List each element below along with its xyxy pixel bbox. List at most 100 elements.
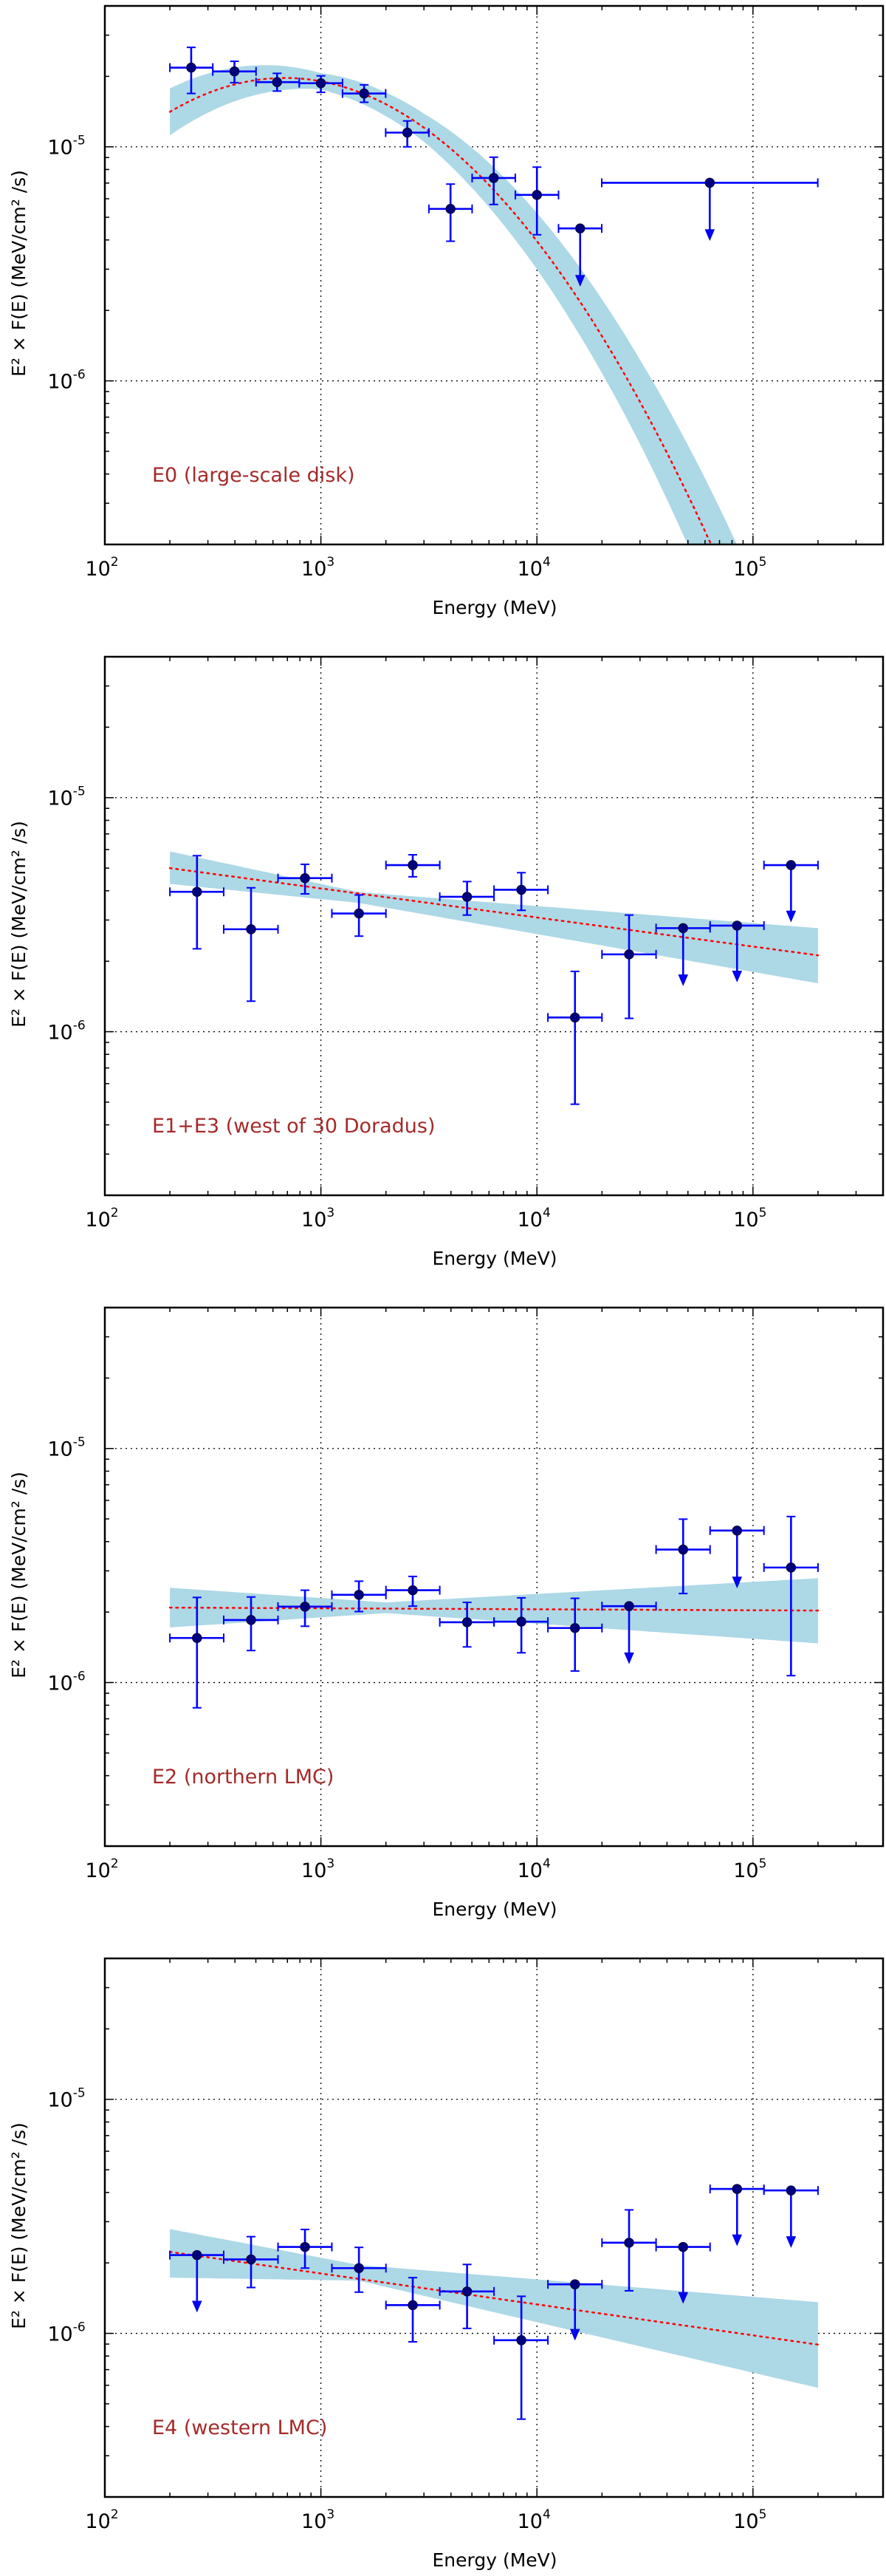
data-marker [488,173,499,183]
y-axis-title: E² × F(E) (MeV/cm² /s) [8,1472,30,1678]
upper-limit-arrow-icon [192,2300,202,2313]
data-marker [300,1602,310,1612]
upper-limit-arrow-icon [786,2236,797,2248]
y-axis-title: E² × F(E) (MeV/cm² /s) [8,170,30,377]
model-curve [168,2250,820,2346]
data-marker [624,949,634,960]
x-axis-title: Energy (MeV) [432,1899,557,1920]
x-tick-label: 104 [518,2507,551,2533]
data-marker [732,920,743,931]
upper-limit-point [763,2185,819,2248]
panel-label: E1+E3 (west of 30 Doradus) [152,1115,436,1138]
data-marker [408,1585,418,1596]
data-marker [574,223,585,233]
upper-limit-point [709,920,765,983]
x-tick-label: 102 [85,1856,118,1882]
data-marker [229,66,240,77]
axes-frame [103,1306,885,1848]
data-marker [192,886,202,897]
x-tick-label: 104 [518,555,551,581]
data-marker [532,190,542,200]
data-marker [569,2279,580,2289]
data-marker [569,1012,580,1023]
data-point [331,1580,387,1613]
data-marker [246,2254,256,2265]
upper-limit-point [601,1601,657,1664]
data-marker [186,62,196,73]
panel-3: 102 103 104 105 10-5 10-6 Energy (MeV) E² × F(E… [8,1306,885,1920]
data-point [655,1518,711,1595]
data-point [763,1515,819,1677]
data-marker [354,908,364,919]
y-tick-label: 10-6 [47,368,85,394]
y-axis-title: E² × F(E) (MeV/cm² /s) [8,2122,30,2329]
plot-area [105,657,883,1195]
data-point [331,2247,387,2293]
panel-4: 102 103 104 105 10-5 10-6 Energy (MeV) E² × F(E… [8,1957,885,2571]
data-point [277,1589,333,1627]
data-point [547,1597,603,1672]
data-marker [678,2241,688,2252]
x-tick-label: 105 [733,1206,766,1231]
data-marker [300,2241,310,2252]
data-marker [461,2286,473,2297]
data-marker [461,892,473,902]
data-marker [786,2185,797,2196]
data-point [298,75,343,93]
x-tick-label: 103 [301,2507,334,2533]
upper-limit-arrow-icon [569,2329,580,2341]
y-tick-label: 10-6 [47,1670,85,1695]
x-axis-title: Energy (MeV) [432,597,557,618]
x-tick-label: 105 [733,555,766,581]
upper-limit-arrow-icon [624,1652,634,1664]
data-point [223,2235,279,2289]
plot-area [105,1308,883,1846]
data-marker [786,860,797,870]
data-marker [408,2300,418,2311]
upper-limit-point [557,223,603,287]
upper-limit-point [709,1526,765,1589]
upper-limit-point [547,2279,603,2341]
x-tick-label: 103 [301,1856,334,1882]
x-axis-title: Energy (MeV) [432,2549,557,2571]
y-tick-label: 10-6 [47,2320,85,2346]
data-point [471,156,516,205]
data-point [223,1596,279,1652]
data-point [547,970,603,1105]
data-marker [704,177,715,188]
data-point [169,47,214,95]
x-tick-label: 105 [733,1856,766,1882]
x-tick-label: 104 [518,1856,551,1882]
y-tick-label: 10-5 [47,785,85,810]
upper-limit-point [655,2241,711,2304]
panel-label: E0 (large-scale disk) [152,464,355,487]
data-point [493,1596,549,1654]
upper-limit-arrow-icon [574,275,585,287]
panel-1: 102 103 104 105 10-5 10-6 Energy (MeV) E² × F(E… [8,4,885,618]
upper-limit-point [169,2249,225,2313]
data-point [493,2295,549,2420]
x-tick-label: 102 [85,2507,118,2533]
y-axis-title: E² × F(E) (MeV/cm² /s) [8,821,30,1028]
data-point [601,914,657,1019]
x-tick-label: 105 [733,2507,766,2533]
upper-limit-arrow-icon [732,970,743,983]
data-marker [192,1633,202,1644]
panel-label: E4 (western LMC) [152,2416,327,2439]
data-marker [516,884,526,895]
data-marker [516,2335,526,2346]
upper-limit-arrow-icon [732,2234,743,2247]
data-marker [315,78,326,89]
y-tick-label: 10-5 [47,2086,85,2112]
data-marker [246,1615,256,1625]
y-tick-label: 10-6 [47,1019,85,1045]
data-marker [569,1622,580,1633]
x-tick-label: 104 [518,1206,551,1231]
data-point [601,2209,657,2292]
axes-frame [103,655,885,1197]
data-marker [678,1544,688,1555]
data-marker [732,2184,743,2194]
data-marker [359,88,369,99]
upper-limit-arrow-icon [678,974,688,986]
